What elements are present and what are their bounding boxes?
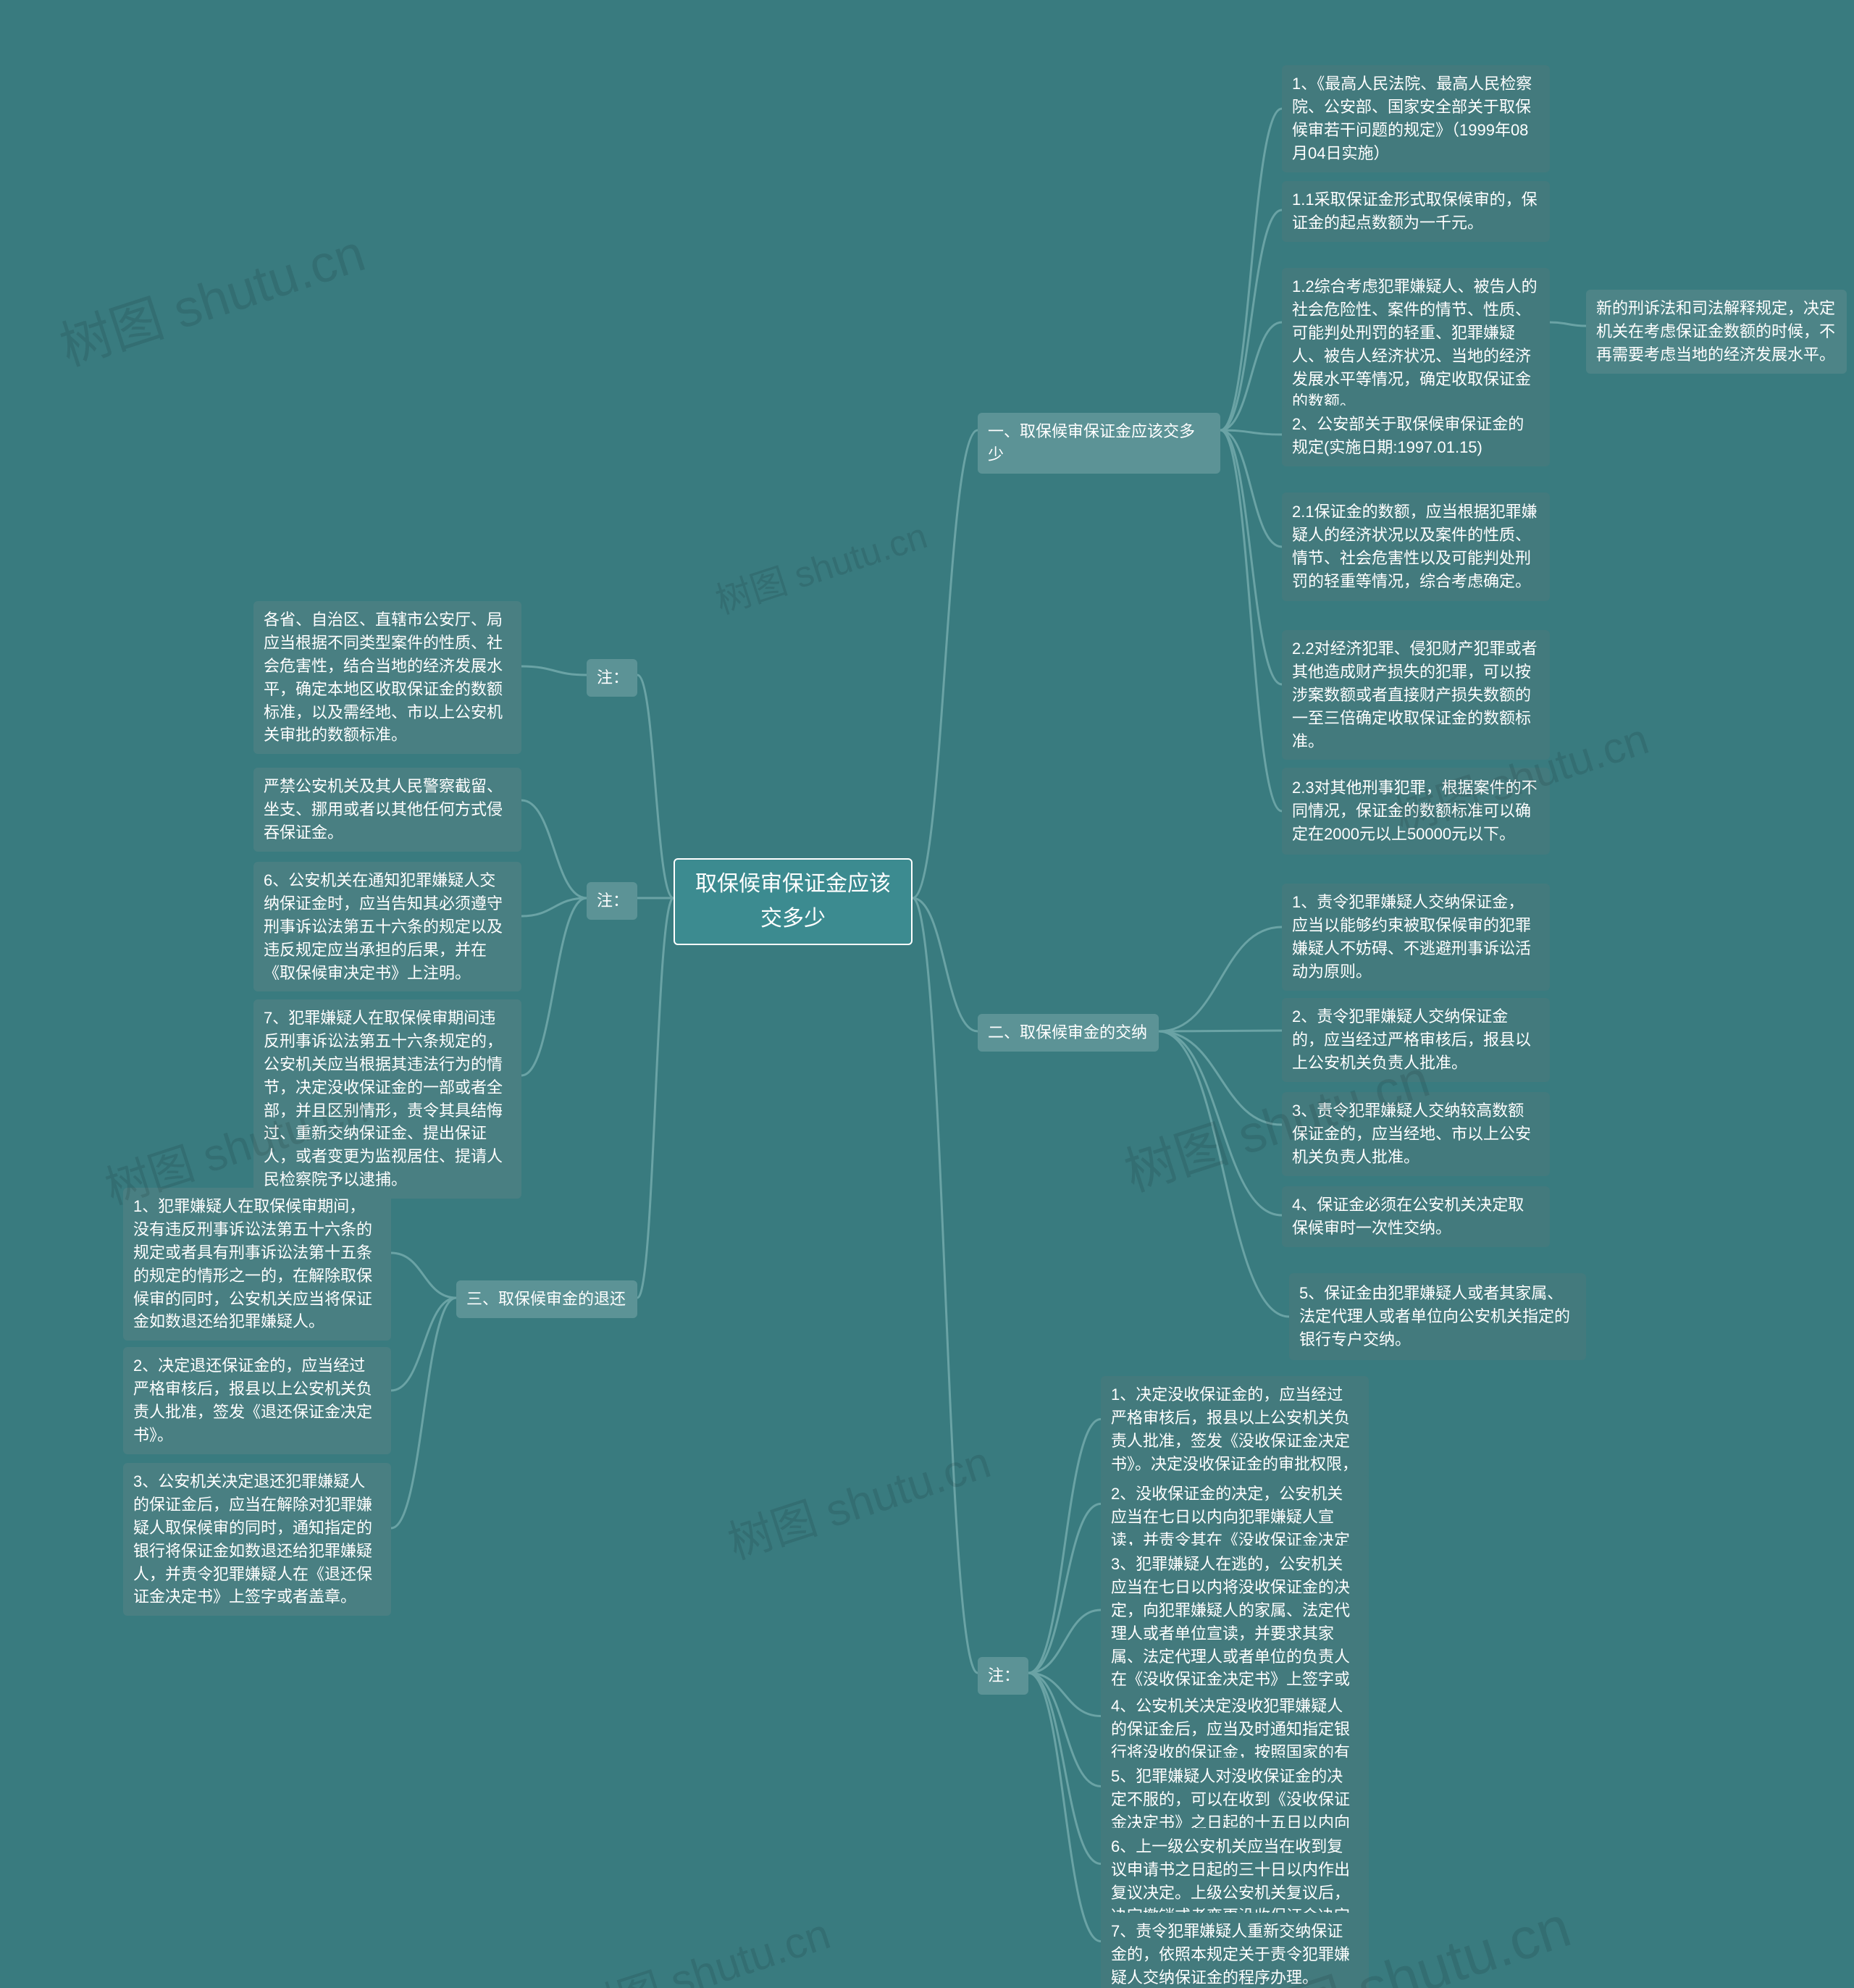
- b3: 注：: [978, 1657, 1028, 1695]
- b2c4: 4、保证金必须在公安机关决定取保候审时一次性交纳。: [1282, 1186, 1550, 1247]
- b6c3: 3、公安机关决定退还犯罪嫌疑人的保证金后，应当在解除对犯罪嫌疑人取保候审的同时，…: [123, 1463, 391, 1616]
- b1c3: 1.2综合考虑犯罪嫌疑人、被告人的社会危险性、案件的情节、性质、可能判处刑罚的轻…: [1282, 268, 1550, 421]
- b5c1: 严禁公安机关及其人民警察截留、坐支、挪用或者以其他任何方式侵吞保证金。: [253, 768, 521, 852]
- b5c3: 7、犯罪嫌疑人在取保候审期间违反刑事诉讼法第五十六条规定的，公安机关应当根据其违…: [253, 999, 521, 1199]
- b4c1: 各省、自治区、直辖市公安厅、局应当根据不同类型案件的性质、社会危害性，结合当地的…: [253, 601, 521, 754]
- b2c3: 3、责令犯罪嫌疑人交纳较高数额保证金的，应当经地、市以上公安机关负责人批准。: [1282, 1092, 1550, 1176]
- b6: 三、取保候审金的退还: [456, 1280, 637, 1318]
- b2c1: 1、责令犯罪嫌疑人交纳保证金，应当以能够约束被取保候审的犯罪嫌疑人不妨碍、不逃避…: [1282, 884, 1550, 991]
- b4: 注：: [587, 659, 637, 697]
- b1c2: 1.1采取保证金形式取保候审的，保证金的起点数额为一千元。: [1282, 181, 1550, 242]
- b1c7: 2.3对其他刑事犯罪，根据案件的不同情况，保证金的数额标准可以确定在2000元以…: [1282, 768, 1550, 855]
- b1c3a: 新的刑诉法和司法解释规定，决定机关在考虑保证金数额的时候，不再需要考虑当地的经济…: [1586, 290, 1847, 374]
- b2c2: 2、责令犯罪嫌疑人交纳保证金的，应当经过严格审核后，报县以上公安机关负责人批准。: [1282, 998, 1550, 1082]
- b1c4: 2、公安部关于取保候审保证金的规定(实施日期:1997.01.15): [1282, 406, 1550, 466]
- edge-layer: [0, 0, 1854, 1988]
- b1: 一、取保候审保证金应该交多少: [978, 413, 1220, 474]
- b3c7: 7、责令犯罪嫌疑人重新交纳保证金的，依照本规定关于责令犯罪嫌疑人交纳保证金的程序…: [1101, 1913, 1369, 1988]
- b5: 注：: [587, 882, 637, 920]
- b2c5: 5、保证金由犯罪嫌疑人或者其家属、法定代理人或者单位向公安机关指定的银行专户交纳…: [1289, 1273, 1586, 1360]
- b2: 二、取保候审金的交纳: [978, 1014, 1159, 1052]
- b1c6: 2.2对经济犯罪、侵犯财产犯罪或者其他造成财产损失的犯罪，可以按涉案数额或者直接…: [1282, 630, 1550, 760]
- b6c1: 1、犯罪嫌疑人在取保候审期间，没有违反刑事诉讼法第五十六条的规定或者具有刑事诉讼…: [123, 1188, 391, 1341]
- b6c2: 2、决定退还保证金的，应当经过严格审核后，报县以上公安机关负责人批准，签发《退还…: [123, 1347, 391, 1454]
- b1c5: 2.1保证金的数额，应当根据犯罪嫌疑人的经济状况以及案件的性质、情节、社会危害性…: [1282, 492, 1550, 601]
- root: 取保候审保证金应该交多少: [674, 858, 913, 945]
- b1c1: 1、《最高人民法院、最高人民检察院、公安部、国家安全部关于取保候审若干问题的规定…: [1282, 65, 1550, 172]
- b5c2: 6、公安机关在通知犯罪嫌疑人交纳保证金时，应当告知其必须遵守刑事诉讼法第五十六条…: [253, 862, 521, 991]
